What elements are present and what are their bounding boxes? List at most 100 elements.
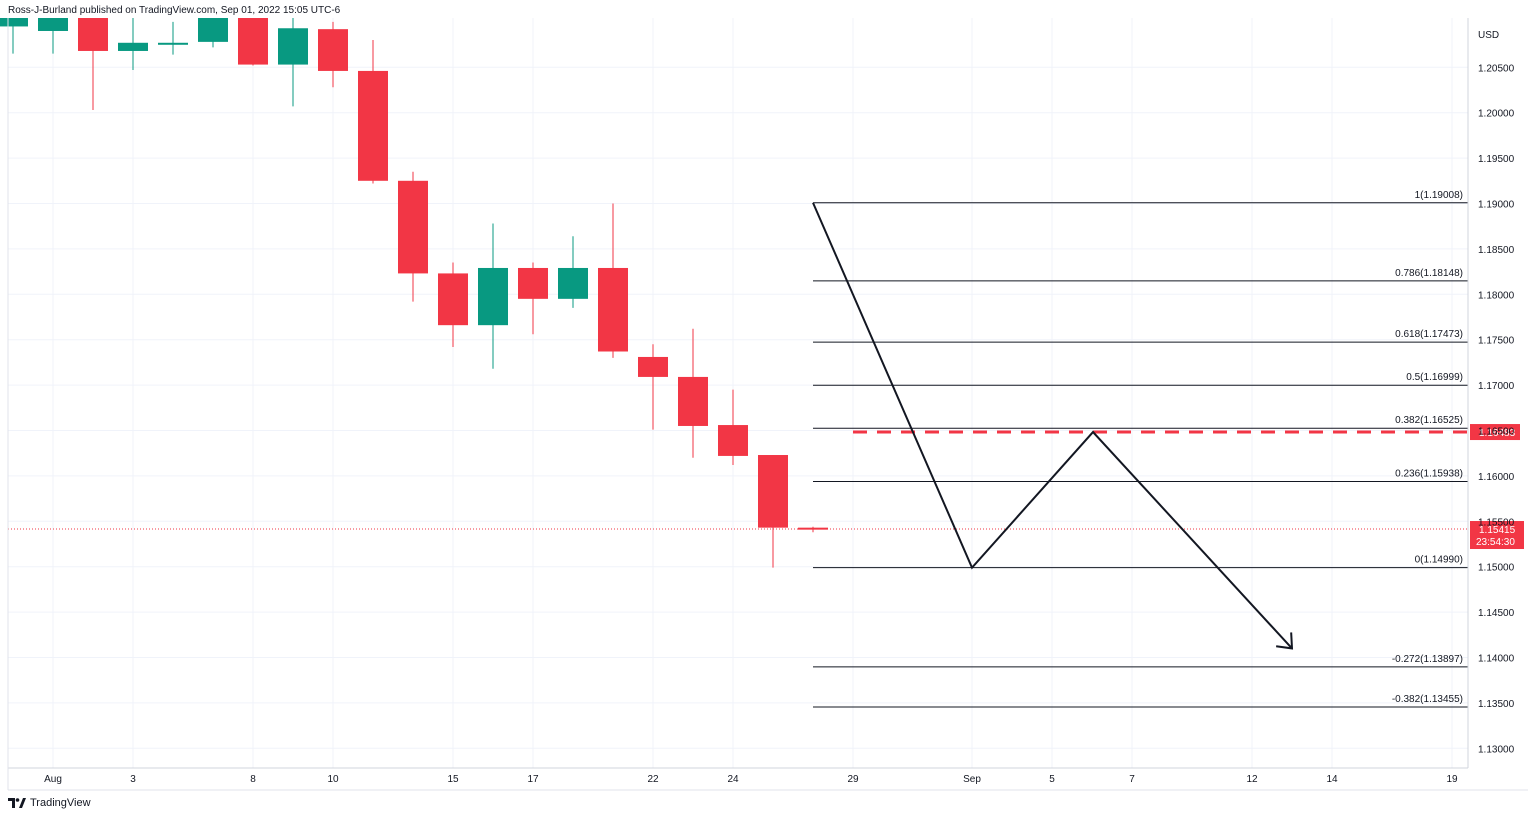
- candle-body: [358, 70, 388, 181]
- x-tick-label: Aug: [44, 774, 62, 785]
- fib-level-label: 0.786(1.18148): [1395, 268, 1463, 279]
- candle-body: [718, 425, 748, 456]
- candle-body: [598, 267, 628, 352]
- fib-level-label: -0.272(1.13897): [1392, 654, 1463, 665]
- y-tick-label: 1.20500: [1478, 63, 1515, 74]
- x-tick-label: 22: [647, 774, 659, 785]
- chart-grid: [8, 18, 1468, 768]
- candle: [278, 18, 308, 107]
- y-tick-label: 1.14000: [1478, 654, 1515, 665]
- candle-body: [638, 356, 668, 377]
- candle-body: [198, 18, 228, 42]
- y-tick-label: 1.15500: [1478, 517, 1515, 528]
- candle: [638, 344, 668, 430]
- fibonacci-retracement: 1(1.19008) 0.786(1.18148) 0.618(1.17473) 0.…: [813, 190, 1468, 708]
- candle-body: [278, 28, 308, 65]
- fib-level-label: 0.618(1.17473): [1395, 329, 1463, 340]
- x-tick-label: 29: [847, 774, 859, 785]
- chart-axes: 1.20500 1.20000 1.19500 1.19000 1.18500 1.180…: [7, 18, 1528, 791]
- currency-label: USD: [1478, 30, 1499, 41]
- x-tick-label: 19: [1446, 774, 1458, 785]
- candle-body: [118, 42, 148, 51]
- fib-level-label: 0(1.14990): [1415, 555, 1463, 566]
- x-tick-label: 3: [130, 774, 136, 785]
- x-tick-label: 7: [1129, 774, 1135, 785]
- candle: [0, 18, 28, 54]
- candle: [718, 389, 748, 466]
- candle: [518, 262, 548, 335]
- x-tick-label: 5: [1049, 774, 1055, 785]
- y-tick-label: 1.16500: [1478, 427, 1515, 438]
- candle-body: [798, 527, 828, 530]
- candle: [38, 18, 68, 54]
- y-tick-label: 1.18500: [1478, 245, 1515, 256]
- y-tick-label: 1.19500: [1478, 154, 1515, 165]
- candle-body: [0, 18, 28, 27]
- candle: [398, 171, 428, 302]
- candle: [558, 236, 588, 308]
- candle-body: [518, 267, 548, 299]
- current-price-label: 1.15415: [1479, 525, 1516, 536]
- candle-body: [758, 455, 788, 528]
- y-tick-label: 1.17500: [1478, 336, 1515, 347]
- y-tick-label: 1.13000: [1478, 744, 1515, 755]
- resistance-price-label: 1.16483: [1479, 428, 1516, 439]
- candle: [598, 203, 628, 358]
- resistance-price-label-bg: [1470, 424, 1520, 441]
- y-tick-label: 1.19000: [1478, 200, 1515, 211]
- x-tick-label: 17: [527, 774, 539, 785]
- fib-level-label: 0.5(1.16999): [1406, 372, 1463, 383]
- x-tick-label: 8: [250, 774, 256, 785]
- candle-body: [398, 180, 428, 274]
- candle-body: [318, 29, 348, 71]
- candle: [238, 18, 268, 66]
- candle: [478, 223, 508, 369]
- y-tick-label: 1.17000: [1478, 381, 1515, 392]
- candle-body: [38, 18, 68, 31]
- projection-arrowhead: [1276, 632, 1294, 650]
- projection-zigzag-line: [812, 202, 1293, 650]
- candle: [318, 21, 348, 88]
- y-tick-label: 1.13500: [1478, 699, 1515, 710]
- countdown-label: 23:54:30: [1476, 537, 1515, 548]
- candle: [118, 18, 148, 71]
- candle: [798, 526, 828, 533]
- candle-body: [238, 18, 268, 65]
- candle: [438, 262, 468, 347]
- y-tick-label: 1.16000: [1478, 472, 1515, 483]
- candle-body: [78, 18, 108, 51]
- candle: [678, 328, 708, 458]
- candle-body: [478, 267, 508, 326]
- y-tick-label: 1.18000: [1478, 290, 1515, 301]
- x-tick-label: 12: [1246, 774, 1258, 785]
- candle: [198, 18, 228, 48]
- candle-body: [558, 267, 588, 299]
- fib-level-label: 0.236(1.15938): [1395, 469, 1463, 480]
- candle-body: [678, 376, 708, 426]
- candle-body: [438, 273, 468, 326]
- fib-level-label: 0.382(1.16525): [1395, 415, 1463, 426]
- x-tick-label: 10: [327, 774, 339, 785]
- publisher-note: Ross-J-Burland published on TradingView.…: [8, 5, 341, 16]
- y-tick-label: 1.15000: [1478, 563, 1515, 574]
- tradingview-logo: TradingView: [8, 797, 91, 809]
- projection-path: [812, 202, 1294, 650]
- candle: [758, 455, 788, 568]
- resistance-line: 1.16483: [853, 424, 1520, 441]
- candle: [78, 18, 108, 110]
- candle: [158, 21, 188, 55]
- candles: [0, 18, 828, 568]
- x-tick-label: 24: [727, 774, 739, 785]
- fib-level-label: -0.382(1.13455): [1392, 694, 1463, 705]
- candle-body: [158, 42, 188, 45]
- current-price-label-bg: [1470, 521, 1524, 550]
- x-tick-label: Sep: [963, 774, 981, 785]
- candle: [358, 40, 388, 184]
- x-tick-label: 14: [1326, 774, 1338, 785]
- tradingview-logo-text: TradingView: [30, 797, 91, 809]
- x-tick-label: 15: [447, 774, 459, 785]
- y-tick-label: 1.14500: [1478, 608, 1515, 619]
- fib-level-label: 1(1.19008): [1415, 190, 1463, 201]
